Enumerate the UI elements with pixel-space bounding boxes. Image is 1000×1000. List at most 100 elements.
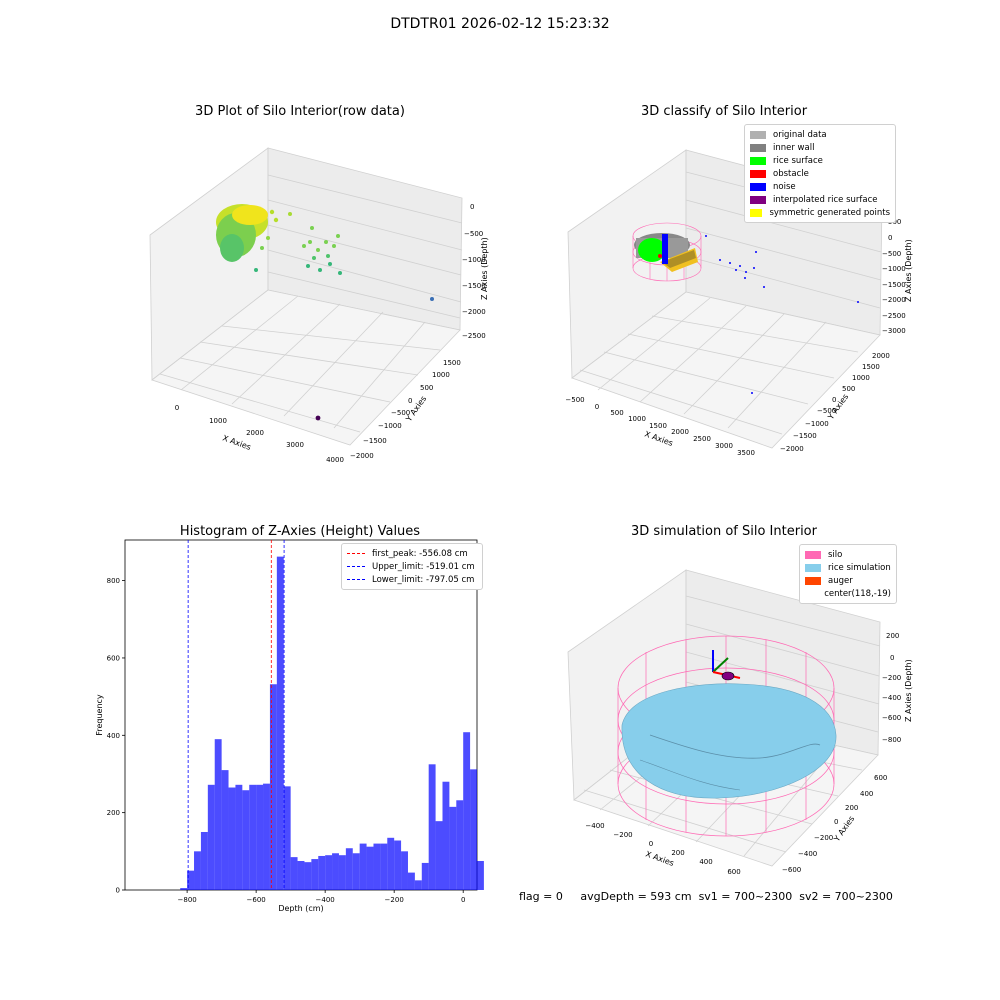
histogram-bar: [276, 556, 284, 890]
panel4-rice-surface: [621, 683, 837, 799]
histogram-bar: [373, 843, 381, 890]
legend-swatch: [750, 130, 766, 139]
histogram-bar: [187, 870, 195, 890]
p1-ytick: −2000: [350, 452, 374, 460]
y-tick-label: 800: [107, 577, 120, 585]
p2-xtick: 3500: [737, 449, 755, 457]
x-tick-label: 0: [461, 896, 465, 904]
p1-ytick: 500: [420, 384, 433, 392]
panel2-legend: original data inner wall rice surface ob…: [744, 124, 896, 223]
p4-ztick: 200: [886, 632, 899, 640]
legend-item: rice simulation: [805, 561, 891, 574]
histogram-bar: [456, 800, 464, 890]
p4-ztick: 0: [890, 654, 894, 662]
p2-ztick: −1000: [882, 265, 906, 273]
histogram-bar: [428, 764, 436, 890]
y-tick-label: 400: [107, 732, 120, 740]
histogram-bar: [359, 843, 367, 890]
x-tick-label: −400: [316, 896, 335, 904]
legend-swatch: [750, 143, 766, 152]
status-footer: flag = 0 avgDepth = 593 cm sv1 = 700~230…: [519, 890, 893, 903]
p1-ztick: −2500: [462, 332, 486, 340]
p2-ytick: 2000: [872, 352, 890, 360]
p4-ytick: 400: [860, 790, 873, 798]
p2-zlabel: Z Axies (Depth): [904, 239, 913, 302]
p2-ytick: 1000: [852, 374, 870, 382]
histogram-bar: [407, 872, 415, 890]
p2-ytick: −2000: [780, 445, 804, 453]
legend-item: symmetric generated points: [750, 206, 890, 219]
p4-ztick: −400: [882, 694, 901, 702]
p4-ytick: −400: [798, 850, 817, 858]
p1-zlabel: Z Axies (Depth): [480, 237, 489, 300]
panel2-points: [634, 233, 859, 394]
p1-ztick: 0: [470, 203, 474, 211]
legend-item: rice surface: [750, 154, 890, 167]
histogram-bar: [207, 784, 215, 890]
histogram-bar: [380, 843, 388, 890]
panel2-ticks: −500 0 500 1000 1500 2000 2500 3000 3500…: [565, 218, 913, 457]
p2-xtick: 2000: [671, 428, 689, 436]
figure-title: DTDTR01 2026-02-12 15:23:32: [390, 16, 610, 32]
histogram-bars: [180, 556, 484, 890]
p1-ytick: 0: [408, 397, 412, 405]
legend-item: center(118,-19): [805, 587, 891, 600]
p1-xtick: 2000: [246, 429, 264, 437]
histogram-bar: [435, 821, 443, 890]
x-tick-label: −200: [385, 896, 404, 904]
legend-item: Upper_limit: -519.01 cm: [347, 560, 477, 573]
histogram-ylabel: Frequency: [95, 694, 104, 736]
p4-ztick: −600: [882, 714, 901, 722]
panel1-title: 3D Plot of Silo Interior(row data): [195, 104, 405, 119]
p2-ztick: −2500: [882, 312, 906, 320]
p1-ytick: −500: [391, 409, 410, 417]
histogram-bar: [414, 880, 422, 890]
histogram-bar: [338, 855, 346, 890]
legend-item: Lower_limit: -797.05 cm: [347, 573, 477, 586]
histogram-bar: [401, 851, 408, 890]
p2-xtick: 500: [610, 409, 623, 417]
p4-xtick: 600: [727, 868, 740, 876]
p2-ztick: −3000: [882, 327, 906, 335]
legend-line: [347, 553, 365, 554]
histogram-bar: [221, 770, 229, 890]
histogram-bar: [366, 846, 374, 890]
histogram-bar: [249, 784, 257, 890]
histogram-title: Histogram of Z-Axies (Height) Values: [179, 524, 421, 539]
legend-swatch: [750, 182, 766, 191]
histogram-bar: [194, 851, 201, 890]
panel4-legend: silo rice simulation auger center(118,-1…: [799, 544, 897, 604]
p1-xtick: 3000: [286, 441, 304, 449]
p2-ytick: −500: [817, 407, 836, 415]
p1-ytick: −1000: [378, 422, 402, 430]
avg-depth-text: avgDepth = 593 cm: [580, 890, 692, 903]
histogram-legend: first_peak: -556.08 cm Upper_limit: -519…: [341, 543, 483, 590]
p4-xtick: 400: [699, 858, 712, 866]
panel4-title: 3D simulation of Silo Interior: [631, 524, 817, 539]
legend-item: silo: [805, 548, 891, 561]
histogram-bar: [387, 837, 395, 890]
p4-ytick: 600: [874, 774, 887, 782]
legend-line: [347, 579, 365, 580]
legend-item: inner wall: [750, 141, 890, 154]
histogram-bar: [297, 860, 305, 890]
p2-xtick: 3000: [715, 442, 733, 450]
legend-item: noise: [750, 180, 890, 193]
p2-ytick: −1500: [793, 432, 817, 440]
p1-xtick: 1000: [209, 417, 227, 425]
histogram-bar: [421, 862, 429, 890]
histogram-bar: [332, 853, 339, 890]
p2-ztick: −1500: [882, 281, 906, 289]
histogram-bar: [235, 784, 243, 890]
p2-ytick: 500: [842, 385, 855, 393]
p2-ytick: 1500: [862, 363, 880, 371]
sv2-text: sv2 = 700~2300: [799, 890, 893, 903]
histogram-xlabel: Depth (cm): [278, 904, 323, 913]
histogram-axes: −800 −600 −400 −200 0 0 200 400 600 800: [107, 577, 466, 904]
p4-ytick: −600: [782, 866, 801, 874]
p1-ytick: −1500: [363, 437, 387, 445]
histogram-bar: [256, 784, 264, 890]
p4-xtick: 200: [671, 849, 684, 857]
p1-ztick: −1500: [462, 282, 486, 290]
